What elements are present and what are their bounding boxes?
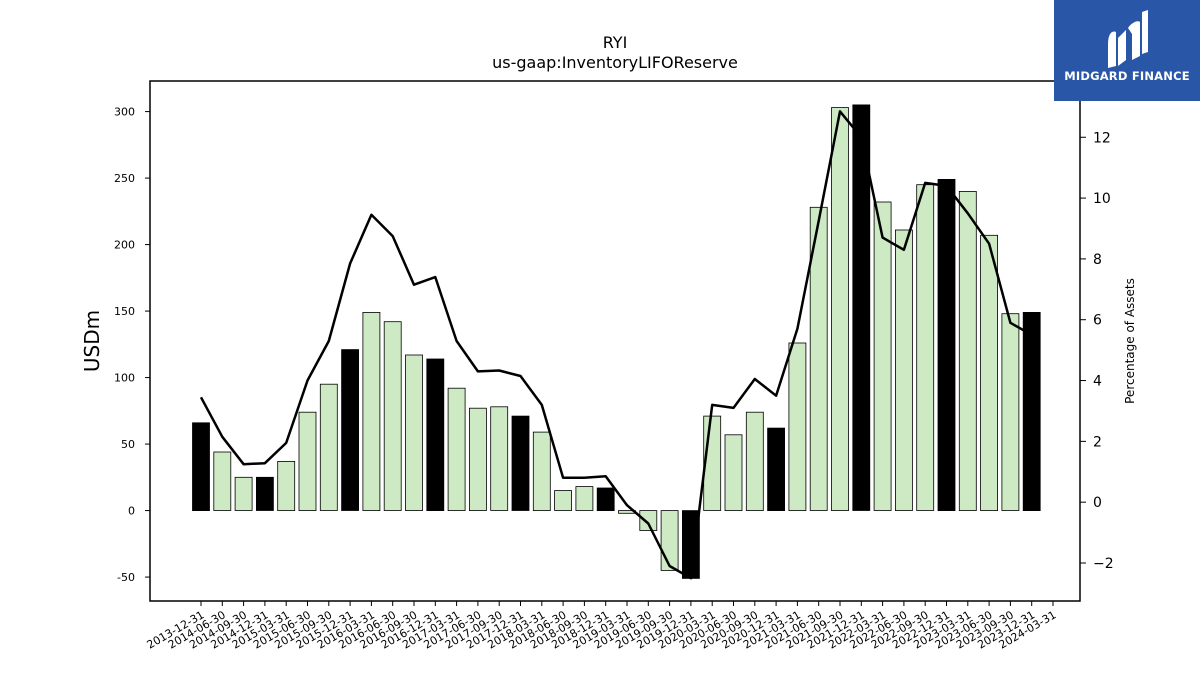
bar [255,476,274,511]
x-axis: 2013-12-312014-06-302014-09-302014-12-31… [145,601,1059,652]
bar [213,451,232,511]
y2-tick-label: 12 [1093,130,1111,146]
brand-name: MIDGARD FINANCE [1064,69,1190,83]
brand-logo: MIDGARD FINANCE [1054,0,1200,101]
bar [554,490,572,511]
bar [490,406,509,511]
bar [980,234,998,511]
bar [234,476,253,511]
y2-axis-label: Percentage of Assets [1123,278,1137,404]
y-tick-label: 250 [114,172,135,185]
bar [873,201,892,511]
bar [852,104,871,511]
bar [277,460,296,511]
bar [639,510,658,531]
bar [405,354,423,512]
y2-tick-label: 2 [1093,434,1102,450]
midgard-logo-icon [1108,10,1148,68]
y-axis: -50 0 50 100 150 200 250 300 [114,106,150,584]
line-path [199,110,1033,580]
bar [468,407,487,512]
y-tick-label: 50 [121,438,135,451]
bar [575,486,594,511]
bar [724,434,743,511]
bar-series [192,104,1041,579]
bar [447,387,466,512]
bar [1022,311,1041,511]
chart-subtitle: us-gaap:InventoryLIFOReserve [492,53,738,72]
bar [362,311,381,511]
y2-tick-label: 4 [1093,374,1102,390]
bar [298,411,317,512]
bar [319,383,338,511]
chart-title: RYI [603,33,628,52]
bar [1001,313,1020,511]
bar [192,422,210,511]
bar [767,427,785,512]
y2-tick-label: 8 [1093,252,1102,268]
bar [341,349,360,511]
y2-tick-label: −2 [1093,556,1114,572]
bar [596,487,615,512]
bar [511,415,530,511]
bar [958,190,977,512]
bar [895,229,913,512]
y-tick-label: -50 [117,571,135,584]
y-tick-label: 0 [128,505,135,518]
y2-tick-label: 6 [1093,313,1102,329]
bar [831,107,849,511]
bar [809,206,828,511]
bar [916,184,935,511]
y-tick-label: 100 [114,372,135,385]
y-tick-label: 300 [114,106,135,119]
plot-frame [149,80,1081,602]
y-axis-label: USDm [80,310,104,372]
bar [532,431,551,512]
y2-tick-label: 10 [1093,191,1111,207]
y-tick-label: 200 [114,239,135,252]
y2-axis: −2 0 2 4 6 8 10 12 [1080,130,1114,572]
y-tick-label: 150 [114,305,135,318]
bar [426,358,445,512]
y2-tick-label: 0 [1093,495,1102,511]
bar [660,510,679,571]
bar [937,178,956,512]
bar [383,321,402,511]
line-series [199,110,1033,580]
bar [788,342,807,512]
bar [745,411,764,512]
